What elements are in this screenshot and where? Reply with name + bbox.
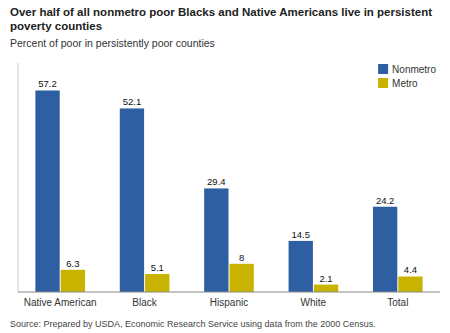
title: Over half of all nonmetro poor Blacks an… xyxy=(10,6,432,32)
x-tick-label: Black xyxy=(132,297,157,308)
data-label: 52.1 xyxy=(123,96,142,107)
text-line: Native American xyxy=(24,297,97,308)
chart: Over half of all nonmetro poor Blacks an… xyxy=(0,0,450,333)
text-line: Over half of all nonmetro poor Blacks an… xyxy=(10,6,432,18)
data-labels: 57.2 52.1 29.4 14.5 24.2 6.3 5.1 8 2.1 4.4 xyxy=(38,78,417,283)
legend-swatch xyxy=(378,78,388,88)
x-tick-label: Native American xyxy=(24,297,97,308)
bar xyxy=(230,264,254,292)
x-tick-label: White xyxy=(301,297,327,308)
bar xyxy=(289,241,313,292)
data-label: 14.5 xyxy=(291,229,310,240)
bars xyxy=(35,90,422,292)
y-axis-line xyxy=(18,63,19,292)
legend-label: Nonmetro xyxy=(392,64,436,75)
text-line: White xyxy=(301,297,327,308)
data-label: 57.2 xyxy=(38,78,57,89)
source: Source: Prepared by USDA, Economic Resea… xyxy=(10,319,376,329)
text-line: poverty counties xyxy=(10,20,102,32)
x-axis-line xyxy=(18,292,440,293)
text-line: Total xyxy=(387,297,408,308)
legend: Nonmetro Metro xyxy=(378,64,436,89)
data-label: 2.1 xyxy=(319,273,332,284)
data-label: 6.3 xyxy=(66,258,79,269)
data-label: 5.1 xyxy=(151,262,164,273)
text-line: Black xyxy=(132,297,157,308)
data-label: 8 xyxy=(239,252,244,263)
bar xyxy=(204,188,228,292)
x-tick-label: Total xyxy=(387,297,408,308)
bar xyxy=(145,274,169,292)
bar xyxy=(61,270,85,292)
text-line: Source: Prepared by USDA, Economic Resea… xyxy=(10,319,376,329)
data-label: 4.4 xyxy=(404,264,417,275)
x-tick-label: Hispanic xyxy=(210,297,248,308)
legend-label: Metro xyxy=(392,78,418,89)
bar xyxy=(314,285,338,292)
bar xyxy=(398,276,422,292)
subtitle: Percent of poor in persistently poor cou… xyxy=(10,37,215,49)
data-label: 24.2 xyxy=(376,195,395,206)
text-line: Percent of poor in persistently poor cou… xyxy=(10,37,215,49)
data-label: 29.4 xyxy=(207,176,226,187)
bar xyxy=(373,207,397,292)
legend-swatch xyxy=(378,64,388,74)
bar xyxy=(120,108,144,292)
bar xyxy=(35,90,59,292)
text-line: Hispanic xyxy=(210,297,248,308)
